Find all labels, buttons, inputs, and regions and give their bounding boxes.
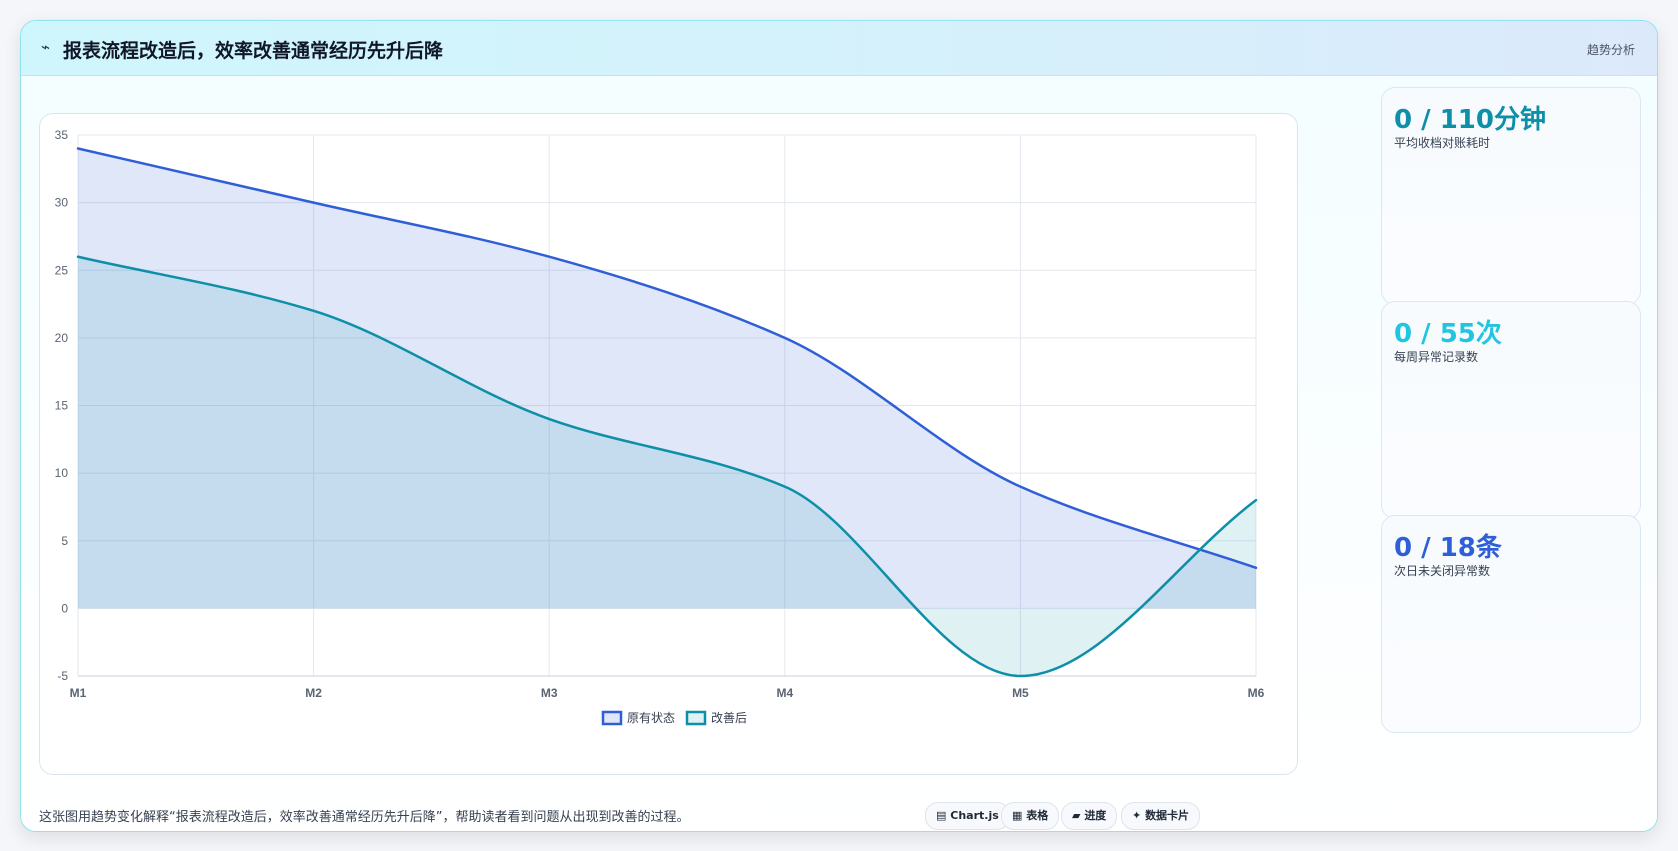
page-title: 报表流程改造后，效率改善通常经历先升后降 <box>63 40 444 62</box>
y-tick-label: 20 <box>55 331 69 345</box>
kpi-label: 平均收档对账耗时 <box>1394 136 1491 150</box>
x-tick-label: M2 <box>305 686 322 700</box>
line-chart: -5 0 5 10 15 20 25 30 35 M1 M2 M3 M4 M5 M6 原有状态 改善后 <box>55 128 1265 726</box>
sparkle-icon: ✦ <box>1132 809 1142 822</box>
card-header: ⌁ 报表流程改造后，效率改善通常经历先升后降 趋势分析 <box>21 21 1657 76</box>
series-area <box>78 148 1256 609</box>
y-tick-label: 10 <box>55 466 69 480</box>
y-tick-label: 30 <box>55 196 69 210</box>
series-line <box>76 147 1258 570</box>
chip-label: 表格 <box>1026 809 1049 822</box>
kpi-label: 每周异常记录数 <box>1394 350 1479 364</box>
chip-chartjs[interactable]: ▤ Chart.js <box>925 802 1010 830</box>
kpi-card-reconcile-time: 0 / 110分钟 平均收档对账耗时 <box>1381 87 1641 305</box>
kpi-card-open-exceptions: 0 / 18条 次日未关闭异常数 <box>1381 515 1641 733</box>
y-tick-label: 25 <box>55 263 69 277</box>
y-tick-label: 5 <box>61 534 68 548</box>
chip-table[interactable]: ▦ 表格 <box>1001 802 1060 830</box>
x-tick-label: M4 <box>776 686 793 700</box>
chip-data-card[interactable]: ✦ 数据卡片 <box>1121 802 1201 830</box>
legend-label: 原有状态 <box>627 711 675 725</box>
series-area <box>78 256 1256 676</box>
x-tick-label: M1 <box>70 686 87 700</box>
report-card: ⌁ 报表流程改造后，效率改善通常经历先升后降 趋势分析 -5 0 5 10 15 20 25… <box>20 20 1658 832</box>
chart-panel: -5 0 5 10 15 20 25 30 35 M1 M2 M3 M4 M5 M6 原有状态 改善后 <box>39 113 1298 775</box>
kpi-card-weekly-exceptions: 0 / 55次 每周异常记录数 <box>1381 301 1641 519</box>
trend-icon: ⌁ <box>41 38 51 56</box>
y-tick-label: 35 <box>55 128 69 142</box>
table-icon: ▦ <box>1012 809 1023 822</box>
kpi-label: 次日未关闭异常数 <box>1394 564 1491 578</box>
progress-icon: ▰ <box>1072 809 1081 822</box>
legend-swatch <box>601 710 623 726</box>
chip-progress[interactable]: ▰ 进度 <box>1061 802 1118 830</box>
y-tick-label: 15 <box>55 399 69 413</box>
legend-label: 改善后 <box>711 710 747 725</box>
chip-label: 数据卡片 <box>1145 809 1190 822</box>
chip-label: Chart.js <box>950 809 999 822</box>
y-tick-label: 0 <box>61 601 68 615</box>
chart-description: 这张图用趋势变化解释“报表流程改造后，效率改善通常经历先升后降”，帮助读者看到问… <box>39 810 690 825</box>
kpi-value: 0 / 18条 <box>1394 533 1502 563</box>
category-tag: 趋势分析 <box>1586 43 1635 57</box>
x-tick-label: M5 <box>1012 686 1029 700</box>
card-content: -5 0 5 10 15 20 25 30 35 M1 M2 M3 M4 M5 M6 原有状态 改善后 0 / … <box>21 76 1657 831</box>
x-tick-label: M6 <box>1248 686 1265 700</box>
chip-label: 进度 <box>1084 809 1107 822</box>
kpi-value: 0 / 110分钟 <box>1394 105 1546 135</box>
y-tick-label: -5 <box>57 669 68 683</box>
series-line <box>76 255 1258 678</box>
kpi-value: 0 / 55次 <box>1394 319 1502 349</box>
legend-swatch <box>685 710 707 726</box>
chart-icon: ▤ <box>936 809 947 822</box>
x-tick-label: M3 <box>541 686 558 700</box>
